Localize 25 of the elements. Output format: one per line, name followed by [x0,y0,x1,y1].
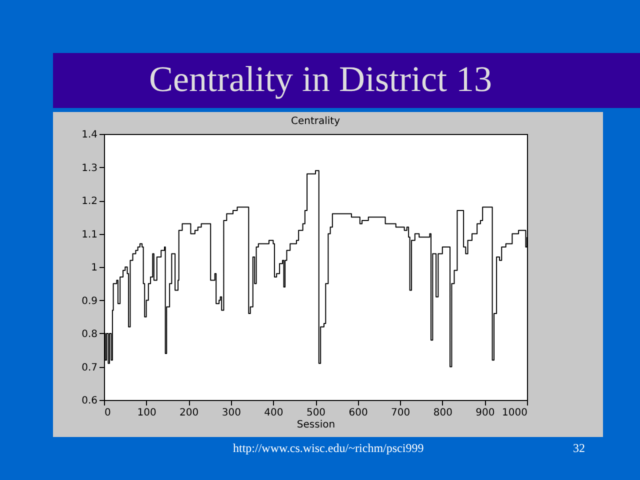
y-tick-label: 0.8 [82,329,98,340]
y-tick-label: 1.3 [82,162,98,174]
x-tick-label: 900 [476,408,495,418]
x-tick-label: 100 [137,408,156,418]
x-axis-title: Session [296,420,336,430]
y-tick-label: 1.4 [82,130,98,140]
x-tick-label: 300 [222,408,241,418]
x-tick-label: 500 [306,408,326,418]
x-tick-label: 600 [348,408,368,418]
text: 32 [573,441,585,456]
y-tick-label: 0.9 [82,296,98,307]
x-tick-label: 1000 [502,408,528,418]
x-tick-label: 400 [264,408,284,418]
chart-title: Centrality in District 13 [148,58,493,100]
chart-subtitle: Centrality [290,116,340,127]
x-tick-label: 700 [391,408,410,418]
text: http://www.cs.wisc.edu/~richm/psci999 [233,441,424,456]
x-tick-label: 0 [104,408,111,418]
y-tick-label: 0.7 [82,362,98,374]
y-tick-label: 1.2 [82,196,98,207]
x-tick-label: 800 [433,408,452,418]
y-tick-label: 0.6 [82,396,98,406]
y-tick-label: 1 [91,262,98,274]
y-tick-label: 1.1 [82,229,98,240]
x-tick-label: 200 [180,408,199,418]
